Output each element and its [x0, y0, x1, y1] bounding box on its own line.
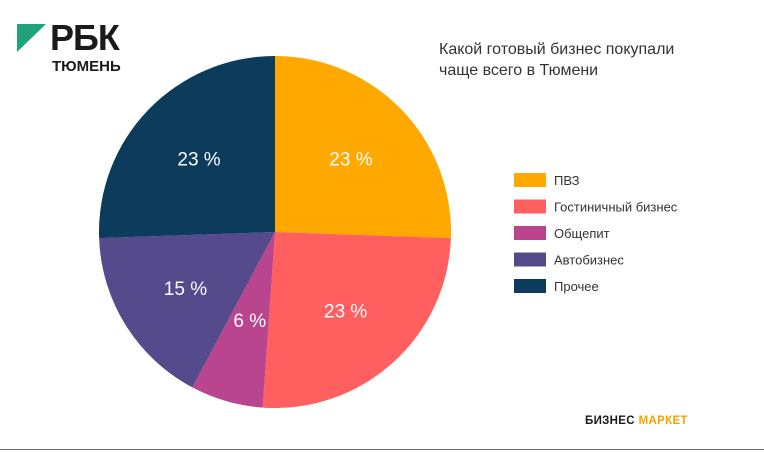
legend-label-4: Прочее [554, 279, 599, 294]
pie-slice-0 [275, 56, 451, 239]
logo-brand: РБК [50, 17, 121, 58]
chart-title-line-1: Какой готовый бизнес покупали [439, 41, 674, 58]
legend-label-2: Общепит [554, 226, 610, 241]
pie: 23 % 23 % 6 % 15 % 23 % [99, 56, 451, 408]
legend-swatch-4 [514, 279, 546, 293]
legend: ПВЗ Гостиничный бизнес Общепит Автобизнес Пр… [514, 173, 678, 294]
footer-brand: БИЗНЕС МАРКЕТ [585, 415, 688, 427]
pie-slice-4 [99, 56, 275, 239]
logo-mark-icon [17, 24, 46, 52]
legend-swatch-3 [514, 252, 546, 267]
slice-label-2: 6 % [233, 311, 266, 332]
rbc-logo: РБК ТЮМЕНЬ [17, 17, 122, 75]
legend-label-3: Автобизнес [554, 253, 624, 268]
legend-swatch-2 [514, 226, 546, 240]
slice-label-0: 23 % [329, 150, 372, 171]
pie-slice-3 [99, 232, 276, 388]
footer-word-1: БИЗНЕС [585, 415, 635, 427]
slice-label-4: 23 % [177, 150, 220, 171]
chart-title-line-2: чаще всего в Тюмени [439, 62, 598, 79]
slice-label-1: 23 % [324, 301, 367, 322]
logo-city: ТЮМЕНЬ [52, 58, 121, 75]
legend-label-1: Гостиничный бизнес [554, 200, 678, 215]
pie-slice-1 [262, 232, 451, 408]
footer-word-2: МАРКЕТ [639, 415, 688, 427]
legend-swatch-1 [514, 199, 546, 214]
legend-label-0: ПВЗ [554, 173, 580, 188]
bottom-divider [0, 449, 764, 450]
pie-slice-2 [192, 232, 275, 408]
slice-label-3: 15 % [164, 279, 207, 300]
legend-swatch-0 [514, 173, 546, 187]
